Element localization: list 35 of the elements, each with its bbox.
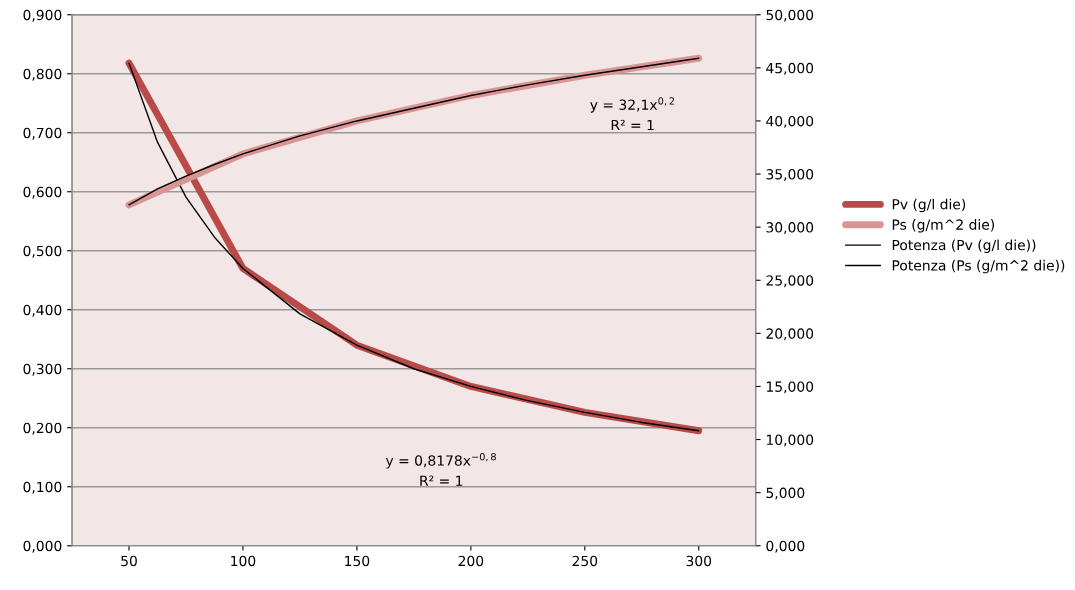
annotation: R² = 1	[611, 119, 654, 131]
y2-tick-label: 30,000	[766, 222, 814, 235]
y-tick-label: 0,500	[23, 245, 62, 258]
y2-tick-label: 45,000	[766, 62, 814, 75]
x-tick-label: 100	[231, 555, 256, 567]
y-tick-label: 0,700	[23, 127, 62, 140]
legend-label: Ps (g/m^2 die)	[892, 219, 995, 233]
x-tick-label: 250	[572, 555, 598, 567]
y2-tick-label: 25,000	[766, 275, 814, 288]
y2-tick-label: 40,000	[766, 115, 814, 128]
y-tick-label: 0,800	[23, 68, 62, 81]
y-tick-label: 0,400	[23, 304, 62, 317]
x-tick-label: 50	[121, 555, 137, 567]
y2-tick-label: 5,000	[766, 487, 805, 500]
y-tick-label: 0,900	[23, 9, 62, 22]
y-tick-label: 0,200	[23, 422, 62, 435]
x-tick-label: 150	[345, 555, 370, 567]
y2-tick-label: 20,000	[766, 328, 814, 341]
legend-label: Potenza (Pv (g/l die))	[892, 239, 1036, 253]
y2-tick-label: 50,000	[766, 9, 814, 22]
y-tick-label: 0,600	[23, 186, 62, 199]
y2-tick-label: 0,000	[766, 540, 805, 553]
annotation: y = 0,8178x$^{−0,8}$	[385, 453, 496, 469]
annotation: y = 32,1x$^{0,2}$	[590, 97, 675, 113]
annotation: R² = 1	[420, 475, 463, 486]
x-tick-label: 200	[458, 555, 484, 567]
y2-tick-label: 15,000	[766, 381, 814, 394]
legend-label: Pv (g/l die)	[892, 198, 966, 213]
legend-label: Potenza (Ps (g/m^2 die))	[892, 259, 1065, 274]
x-tick-label: 300	[686, 555, 712, 567]
y-tick-label: 0,100	[23, 481, 62, 494]
y-tick-label: 0,000	[23, 540, 62, 553]
y2-tick-label: 10,000	[766, 434, 814, 447]
y2-tick-label: 35,000	[766, 169, 814, 181]
y-tick-label: 0,300	[23, 363, 62, 376]
